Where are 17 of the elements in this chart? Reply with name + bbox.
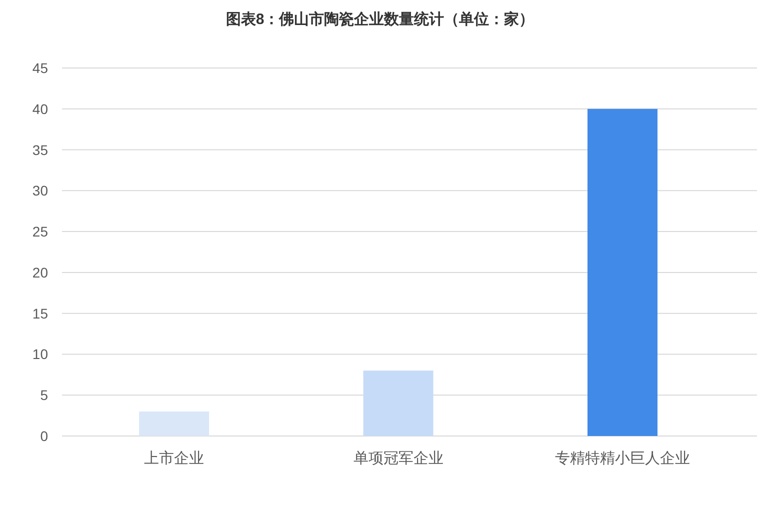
x-tick-label: 上市企业 (144, 450, 204, 467)
y-tick-label: 40 (32, 100, 48, 117)
y-tick-label: 5 (40, 387, 48, 404)
bar (139, 411, 210, 436)
bar (587, 108, 658, 436)
y-tick-label: 25 (32, 224, 48, 240)
x-tick-label: 单项冠军企业 (353, 450, 444, 467)
y-tick-label: 15 (32, 305, 48, 322)
y-tick-label: 20 (32, 264, 48, 280)
y-tick-label: 0 (40, 428, 48, 444)
bar (363, 370, 434, 436)
y-tick-label: 10 (32, 346, 48, 362)
y-tick-label: 35 (32, 142, 48, 158)
chart-title: 图表8：佛山市陶瓷企业数量统计（单位：家） (226, 10, 534, 28)
x-tick-label: 专精特精小巨人企业 (554, 450, 690, 467)
y-tick-label: 45 (32, 60, 48, 76)
y-tick-label: 30 (32, 182, 48, 199)
